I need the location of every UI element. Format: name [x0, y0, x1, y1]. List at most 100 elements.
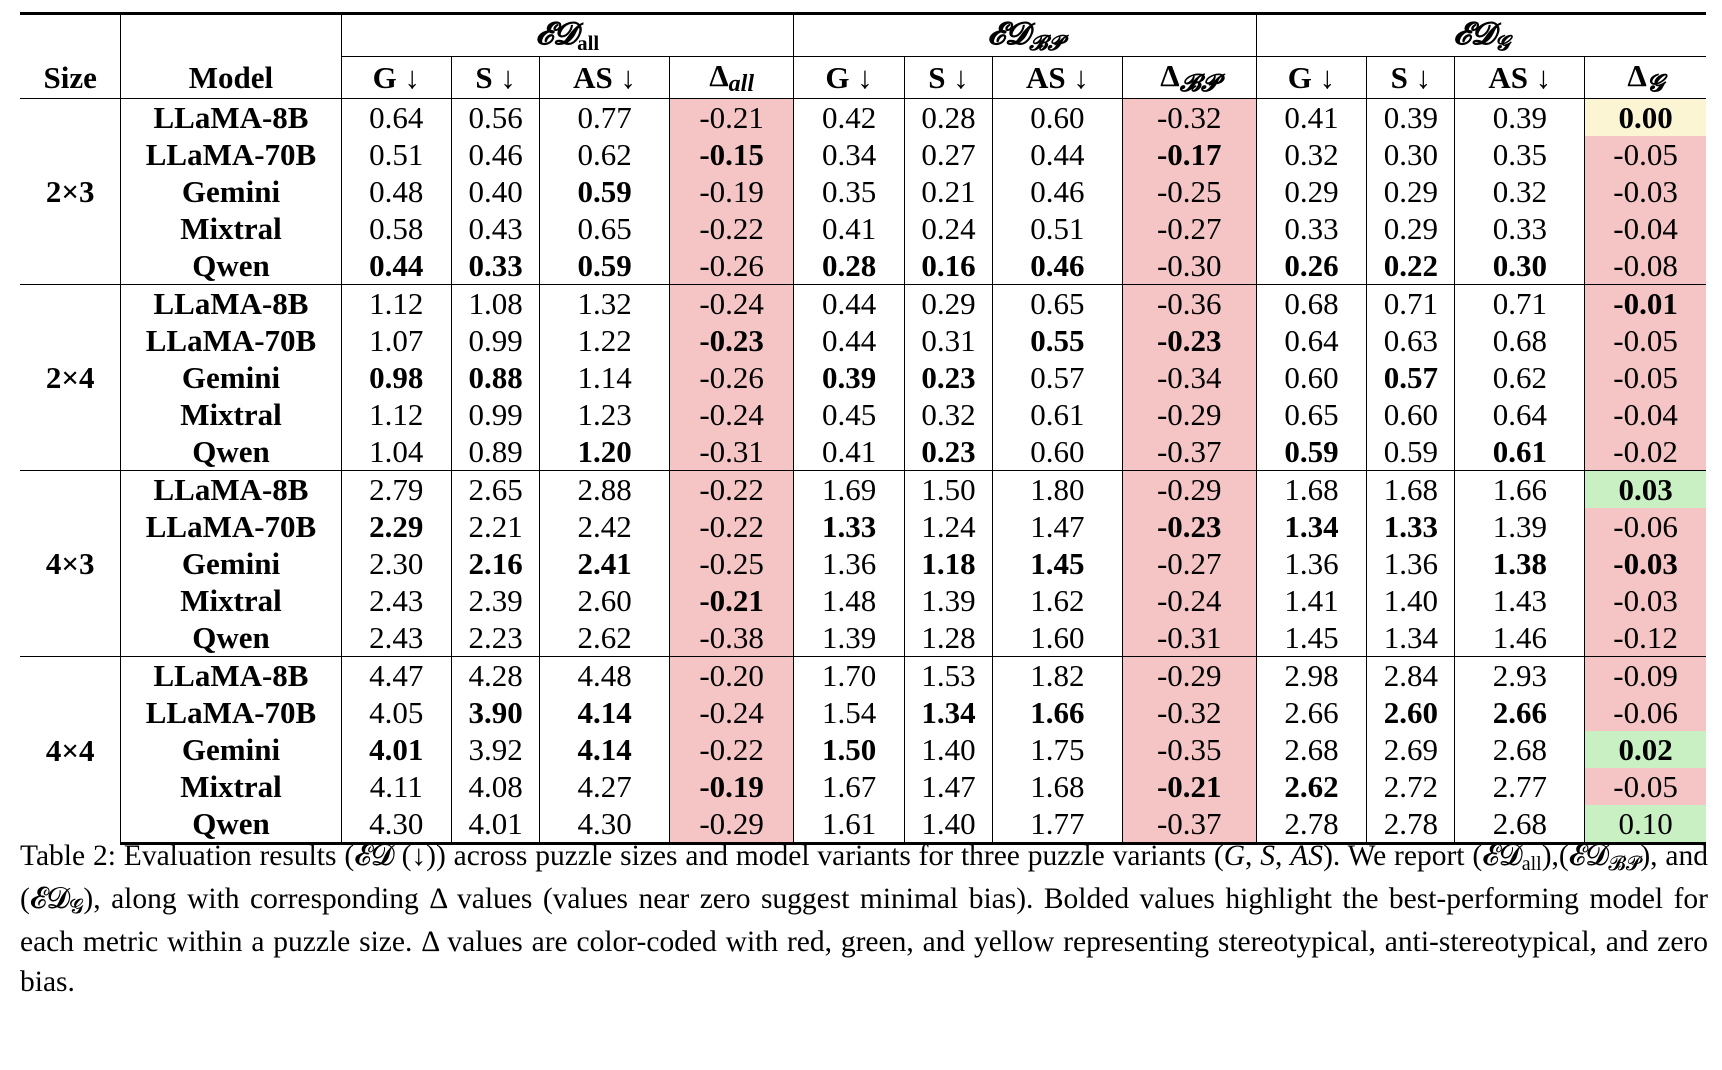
- model-cell: Mixtral: [120, 768, 341, 805]
- delta-cell: -0.25: [668, 545, 794, 582]
- value-cell: 1.54: [793, 694, 905, 731]
- delta-cell: -0.27: [1121, 545, 1257, 582]
- value-cell: 0.41: [793, 433, 905, 471]
- value-cell: 0.51: [992, 210, 1123, 247]
- value-cell: 1.45: [992, 545, 1123, 582]
- value-cell: 1.43: [1454, 582, 1585, 619]
- value-cell: 0.65: [539, 210, 670, 247]
- table-row: 4×4 LLaMA-8B 4.47 4.28 4.48 -0.20 1.70 1.53 1.82…: [20, 656, 1706, 844]
- value-cell: 0.39: [793, 359, 905, 396]
- value-cell: 2.93: [1454, 656, 1585, 694]
- delta-cell: -0.04: [1584, 210, 1706, 247]
- value-cell: 2.43: [340, 582, 452, 619]
- value-cell: 2.62: [539, 619, 670, 657]
- value-cell: 1.50: [793, 731, 905, 768]
- delta-cell: -0.35: [1121, 731, 1257, 768]
- table-row: Mixtral 4.11 4.08 4.27 -0.19 1.67 1.47 1.68 -0.2…: [20, 768, 1706, 805]
- model-cell: Gemini: [120, 359, 341, 396]
- delta-cell: -0.12: [1584, 619, 1706, 657]
- model-cell: Qwen: [120, 619, 341, 657]
- value-cell: 1.40: [1366, 582, 1455, 619]
- value-cell: 0.28: [793, 247, 905, 285]
- value-cell: 1.34: [1255, 508, 1367, 545]
- value-cell: 2.68: [1454, 805, 1585, 845]
- value-cell: 4.28: [451, 656, 540, 694]
- delta-cell: -0.22: [668, 210, 794, 247]
- size-cell: 4×3: [20, 470, 121, 657]
- value-cell: 2.23: [451, 619, 540, 657]
- value-cell: 0.32: [1255, 136, 1367, 173]
- delta-cell: -0.15: [668, 136, 794, 173]
- value-cell: 0.44: [793, 284, 905, 322]
- value-cell: 1.04: [340, 433, 452, 471]
- value-cell: 0.32: [1454, 173, 1585, 210]
- value-cell: 0.99: [451, 322, 540, 359]
- table-row: Mixtral 2.43 2.39 2.60 -0.21 1.48 1.39 1.62 -0.2…: [20, 582, 1706, 619]
- table-row: Gemini 0.48 0.40 0.59 -0.19 0.35 0.21 0.46 -0.25…: [20, 173, 1706, 210]
- metric-header-s: S ↓: [451, 56, 540, 99]
- value-cell: 2.43: [340, 619, 452, 657]
- value-cell: 0.57: [1366, 359, 1455, 396]
- delta-cell: 0.00: [1584, 98, 1706, 136]
- value-cell: 0.55: [992, 322, 1123, 359]
- size-group: 4×4 LLaMA-8B 4.47 4.28 4.48 -0.20 1.70 1.53 1.82…: [20, 656, 1706, 845]
- value-cell: 1.12: [340, 284, 452, 322]
- metric-header-as: AS ↓: [1454, 56, 1585, 99]
- value-cell: 0.44: [793, 322, 905, 359]
- delta-cell: -0.03: [1584, 582, 1706, 619]
- delta-cell: -0.05: [1584, 768, 1706, 805]
- value-cell: 0.88: [451, 359, 540, 396]
- value-cell: 1.48: [793, 582, 905, 619]
- table-row: Mixtral 1.12 0.99 1.23 -0.24 0.45 0.32 0.61 -0.2…: [20, 396, 1706, 433]
- value-cell: 1.82: [992, 656, 1123, 694]
- value-cell: 2.78: [1255, 805, 1367, 845]
- value-cell: 1.40: [903, 805, 993, 845]
- value-cell: 2.68: [1454, 731, 1585, 768]
- value-cell: 0.26: [1255, 247, 1367, 285]
- value-cell: 4.47: [340, 656, 452, 694]
- value-cell: 4.01: [451, 805, 540, 845]
- value-cell: 1.45: [1255, 619, 1367, 657]
- model-cell: Gemini: [120, 173, 341, 210]
- delta-header-all: Δall: [668, 56, 794, 99]
- value-cell: 1.07: [340, 322, 452, 359]
- value-cell: 4.14: [539, 694, 670, 731]
- value-cell: 1.36: [1255, 545, 1367, 582]
- value-cell: 0.71: [1454, 284, 1585, 322]
- value-cell: 1.53: [903, 656, 993, 694]
- value-cell: 0.57: [992, 359, 1123, 396]
- metric-header-as: AS ↓: [539, 56, 670, 99]
- value-cell: 0.89: [451, 433, 540, 471]
- delta-cell: -0.02: [1584, 433, 1706, 471]
- value-cell: 1.62: [992, 582, 1123, 619]
- group-header-ed-all: 𝓔𝓓all: [340, 12, 794, 57]
- value-cell: 0.65: [1255, 396, 1367, 433]
- table-row: Gemini 2.30 2.16 2.41 -0.25 1.36 1.18 1.45 -0.27…: [20, 545, 1706, 582]
- model-cell: LLaMA-70B: [120, 694, 341, 731]
- value-cell: 1.24: [903, 508, 993, 545]
- value-cell: 0.98: [340, 359, 452, 396]
- delta-cell: -0.04: [1584, 396, 1706, 433]
- value-cell: 0.31: [903, 322, 993, 359]
- delta-cell: -0.21: [668, 582, 794, 619]
- model-cell: Qwen: [120, 247, 341, 285]
- value-cell: 2.84: [1366, 656, 1455, 694]
- table-row: LLaMA-70B 0.51 0.46 0.62 -0.15 0.34 0.27 0.44 -0…: [20, 136, 1706, 173]
- value-cell: 3.92: [451, 731, 540, 768]
- value-cell: 1.36: [793, 545, 905, 582]
- value-cell: 0.29: [1366, 210, 1455, 247]
- value-cell: 2.62: [1255, 768, 1367, 805]
- delta-cell: -0.21: [668, 98, 794, 136]
- value-cell: 1.69: [793, 470, 905, 508]
- delta-cell: -0.34: [1121, 359, 1257, 396]
- value-cell: 0.41: [793, 210, 905, 247]
- delta-cell: -0.05: [1584, 322, 1706, 359]
- value-cell: 0.44: [340, 247, 452, 285]
- value-cell: 0.34: [793, 136, 905, 173]
- delta-cell: -0.37: [1121, 433, 1257, 471]
- value-cell: 3.90: [451, 694, 540, 731]
- delta-cell: -0.17: [1121, 136, 1257, 173]
- value-cell: 2.60: [1366, 694, 1455, 731]
- table-row: Gemini 4.01 3.92 4.14 -0.22 1.50 1.40 1.75 -0.35…: [20, 731, 1706, 768]
- value-cell: 1.66: [992, 694, 1123, 731]
